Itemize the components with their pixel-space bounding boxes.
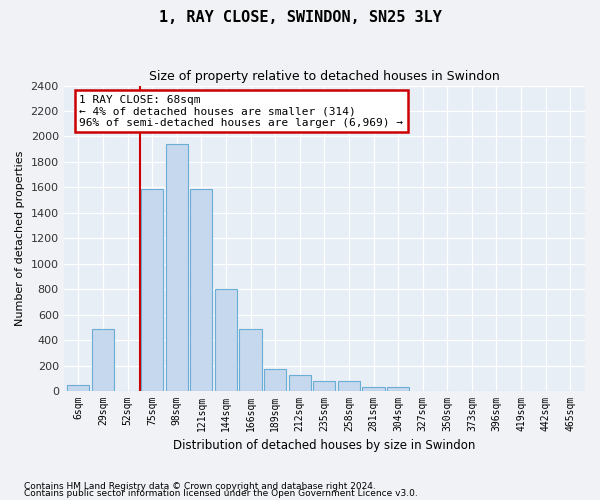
- Text: 1 RAY CLOSE: 68sqm
← 4% of detached houses are smaller (314)
96% of semi-detache: 1 RAY CLOSE: 68sqm ← 4% of detached hous…: [79, 94, 403, 128]
- Y-axis label: Number of detached properties: Number of detached properties: [15, 150, 25, 326]
- Bar: [264, 369, 286, 391]
- Bar: [387, 387, 409, 391]
- Bar: [166, 144, 188, 391]
- Bar: [313, 381, 335, 391]
- Title: Size of property relative to detached houses in Swindon: Size of property relative to detached ho…: [149, 70, 500, 83]
- Bar: [362, 387, 385, 391]
- Bar: [141, 188, 163, 391]
- Bar: [338, 381, 360, 391]
- Bar: [239, 328, 262, 391]
- Text: Contains public sector information licensed under the Open Government Licence v3: Contains public sector information licen…: [24, 489, 418, 498]
- Bar: [289, 374, 311, 391]
- Text: 1, RAY CLOSE, SWINDON, SN25 3LY: 1, RAY CLOSE, SWINDON, SN25 3LY: [158, 10, 442, 25]
- Text: Contains HM Land Registry data © Crown copyright and database right 2024.: Contains HM Land Registry data © Crown c…: [24, 482, 376, 491]
- X-axis label: Distribution of detached houses by size in Swindon: Distribution of detached houses by size …: [173, 440, 476, 452]
- Bar: [92, 328, 114, 391]
- Bar: [215, 289, 237, 391]
- Bar: [190, 188, 212, 391]
- Bar: [67, 384, 89, 391]
